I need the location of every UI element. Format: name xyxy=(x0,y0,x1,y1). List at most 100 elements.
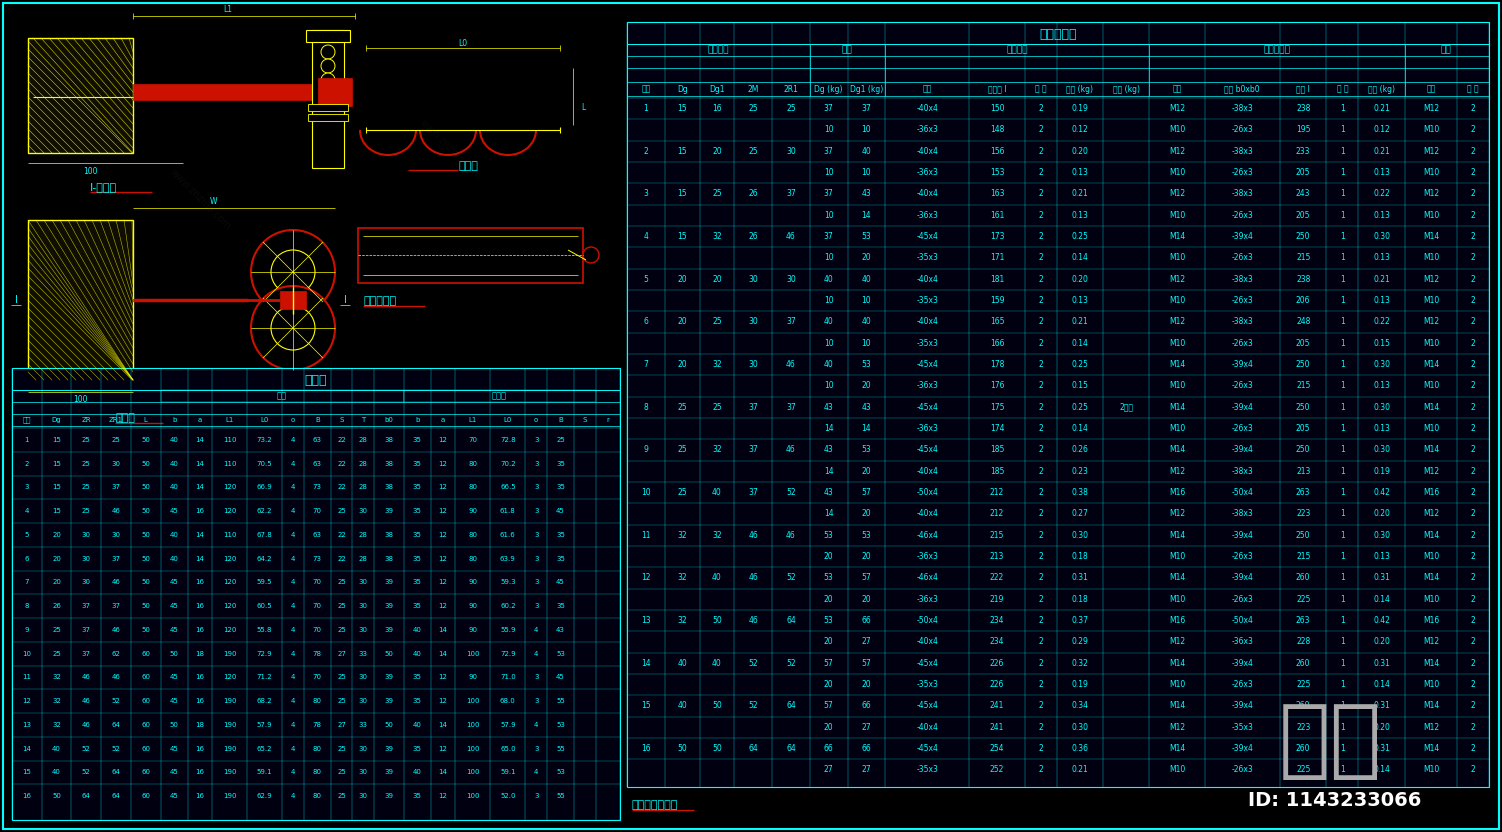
Text: 60: 60 xyxy=(141,675,150,681)
Text: 14: 14 xyxy=(195,556,204,562)
Text: 0.18: 0.18 xyxy=(1071,595,1087,604)
Text: M10: M10 xyxy=(1169,595,1185,604)
Text: 2: 2 xyxy=(1038,190,1042,199)
Text: 35: 35 xyxy=(413,579,422,586)
Text: 20: 20 xyxy=(862,382,871,390)
Circle shape xyxy=(251,230,335,314)
Text: 120: 120 xyxy=(222,579,236,586)
Text: 0.34: 0.34 xyxy=(1071,701,1089,711)
Text: M14: M14 xyxy=(1169,445,1185,454)
Text: 20: 20 xyxy=(825,595,834,604)
Text: 1: 1 xyxy=(1340,765,1344,775)
Text: 52: 52 xyxy=(786,488,796,498)
Circle shape xyxy=(583,247,599,263)
Text: 规格: 规格 xyxy=(1427,85,1436,93)
Text: 28: 28 xyxy=(359,437,368,443)
Text: 4: 4 xyxy=(291,532,296,538)
Text: 0.23: 0.23 xyxy=(1071,467,1089,476)
Text: 1: 1 xyxy=(1340,573,1344,582)
Text: 2: 2 xyxy=(1038,701,1042,711)
Text: 35: 35 xyxy=(556,461,565,467)
Text: 53: 53 xyxy=(862,531,871,540)
Text: 61.6: 61.6 xyxy=(500,532,515,538)
Text: 212: 212 xyxy=(990,488,1005,498)
Text: 223: 223 xyxy=(1296,509,1310,518)
Text: 72.8: 72.8 xyxy=(500,437,515,443)
Text: 100: 100 xyxy=(72,395,87,404)
Text: 215: 215 xyxy=(990,531,1005,540)
Text: 39: 39 xyxy=(385,603,394,609)
Text: 20: 20 xyxy=(53,579,62,586)
Text: 27: 27 xyxy=(338,651,345,656)
Text: 1: 1 xyxy=(1340,403,1344,412)
Text: -35x3: -35x3 xyxy=(916,339,939,348)
Text: 知未: 知未 xyxy=(1278,701,1382,784)
Text: 205: 205 xyxy=(1296,168,1311,177)
Text: 0.31: 0.31 xyxy=(1071,573,1089,582)
Text: 1: 1 xyxy=(1340,190,1344,199)
Text: 1: 1 xyxy=(1340,509,1344,518)
Text: 14: 14 xyxy=(825,467,834,476)
Text: 30: 30 xyxy=(786,275,796,284)
Text: 50: 50 xyxy=(170,722,179,728)
Text: -40x4: -40x4 xyxy=(916,318,939,326)
Text: 公称直径: 公称直径 xyxy=(707,46,728,55)
Text: 243: 243 xyxy=(1296,190,1311,199)
Text: 25: 25 xyxy=(338,627,345,633)
Text: 120: 120 xyxy=(222,627,236,633)
Text: 30: 30 xyxy=(748,275,759,284)
Text: 53: 53 xyxy=(823,531,834,540)
Text: 52: 52 xyxy=(786,573,796,582)
Text: -40x4: -40x4 xyxy=(916,104,939,113)
Text: 25: 25 xyxy=(53,627,62,633)
Text: b0: b0 xyxy=(385,417,394,423)
Text: 35: 35 xyxy=(413,461,422,467)
Text: 30: 30 xyxy=(748,360,759,369)
Text: 平面图: 平面图 xyxy=(116,413,135,423)
Text: 7: 7 xyxy=(24,579,29,586)
Text: 52: 52 xyxy=(786,659,796,668)
Text: 52: 52 xyxy=(748,659,759,668)
Text: 4: 4 xyxy=(291,556,296,562)
Text: 16: 16 xyxy=(195,603,204,609)
Text: M12: M12 xyxy=(1169,509,1185,518)
Text: -39x4: -39x4 xyxy=(1232,744,1253,753)
Text: 2: 2 xyxy=(1038,403,1042,412)
Text: 3: 3 xyxy=(535,675,539,681)
Text: M12: M12 xyxy=(1422,146,1439,156)
Text: -39x4: -39x4 xyxy=(1232,232,1253,241)
Text: 50: 50 xyxy=(170,651,179,656)
Text: 50: 50 xyxy=(141,508,150,514)
Text: 174: 174 xyxy=(990,424,1005,433)
Text: 233: 233 xyxy=(1296,146,1311,156)
Text: 3: 3 xyxy=(535,603,539,609)
Text: 2: 2 xyxy=(1038,680,1042,689)
Bar xyxy=(134,84,323,100)
Text: 0.36: 0.36 xyxy=(1071,744,1089,753)
Text: 40: 40 xyxy=(677,701,686,711)
Text: 43: 43 xyxy=(823,488,834,498)
Text: 37: 37 xyxy=(111,603,120,609)
Text: 6: 6 xyxy=(24,556,29,562)
Text: 3: 3 xyxy=(535,556,539,562)
Text: 222: 222 xyxy=(990,573,1005,582)
Text: 1: 1 xyxy=(643,104,649,113)
Text: 13: 13 xyxy=(641,617,650,625)
Text: M14: M14 xyxy=(1422,744,1439,753)
Text: 32: 32 xyxy=(53,722,62,728)
Text: www.znzmo.com: www.znzmo.com xyxy=(278,567,342,632)
Text: -50x4: -50x4 xyxy=(916,488,939,498)
Text: 4: 4 xyxy=(535,651,538,656)
Text: 46: 46 xyxy=(786,531,796,540)
Text: 1: 1 xyxy=(1340,382,1344,390)
Text: 40: 40 xyxy=(823,360,834,369)
Text: Dg1 (kg): Dg1 (kg) xyxy=(850,85,883,93)
Text: 250: 250 xyxy=(1296,232,1311,241)
Text: 39: 39 xyxy=(385,745,394,752)
Text: 2: 2 xyxy=(1038,445,1042,454)
Text: -26x3: -26x3 xyxy=(1232,382,1253,390)
Text: 57.9: 57.9 xyxy=(500,722,515,728)
Text: 2: 2 xyxy=(1470,254,1475,262)
Text: 60.5: 60.5 xyxy=(257,603,272,609)
Text: 0.20: 0.20 xyxy=(1373,723,1389,732)
